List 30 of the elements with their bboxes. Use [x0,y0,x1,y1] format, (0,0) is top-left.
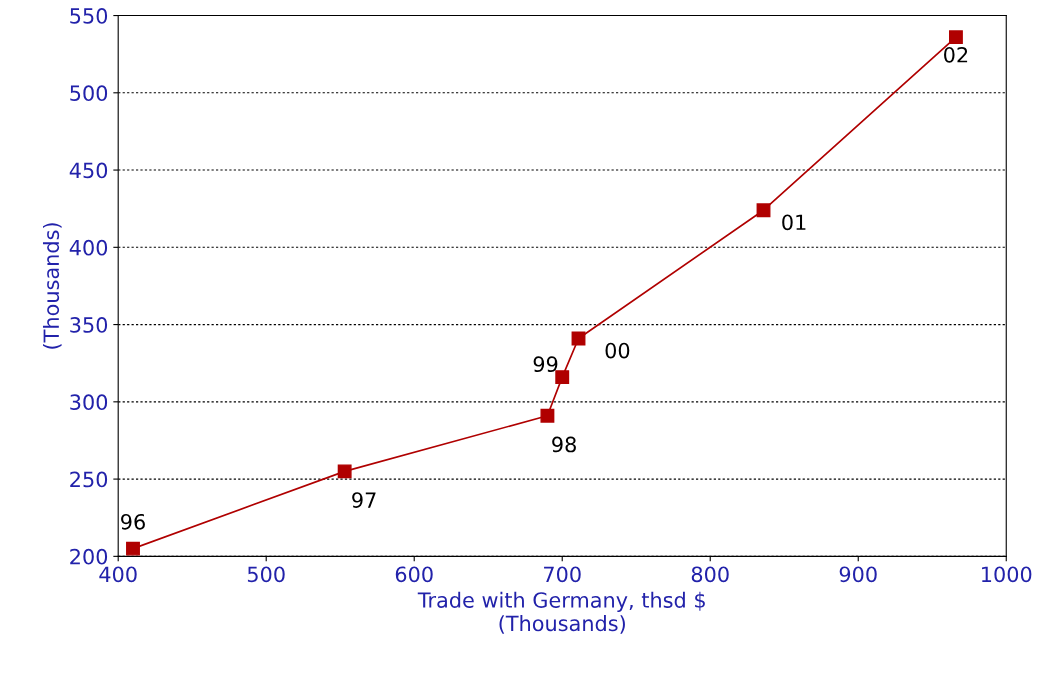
annotation: 99 [533,356,558,373]
annotation: 98 [552,436,576,453]
y-tick-label: 250 [70,471,108,488]
annotation: 02 [944,46,968,63]
y-tick-label: 400 [69,239,108,256]
point [948,30,963,45]
point [337,464,352,479]
x-tick-label: 400 [99,566,137,583]
point [126,541,140,556]
x-axis-title: Trade with Germany, thsd $ (Thousands) [417,591,705,634]
annotation: 01 [782,214,806,231]
annotation: 96 [121,513,145,530]
x-tick-label: 800 [691,566,729,583]
point [756,203,771,218]
annotation: 97 [352,492,376,508]
x-tick-label: 1000 [982,566,1032,583]
y-tick-label: 200 [70,548,108,565]
y-tick-label: 350 [70,317,108,333]
point [540,408,555,423]
y-tick-label: 500 [70,85,108,102]
x-tick-label: 600 [395,566,433,583]
y-tick-label: 450 [69,162,108,179]
annotation: 00 [605,342,630,359]
y-tick-label: 550 [70,8,108,24]
x-tick-label: 500 [247,566,285,583]
y-axis-title: (Thousands) [42,223,62,349]
x-tick-label: 700 [544,566,581,583]
point [555,370,570,385]
x-tick-label: 900 [839,566,877,583]
y-tick-label: 300 [70,394,108,411]
